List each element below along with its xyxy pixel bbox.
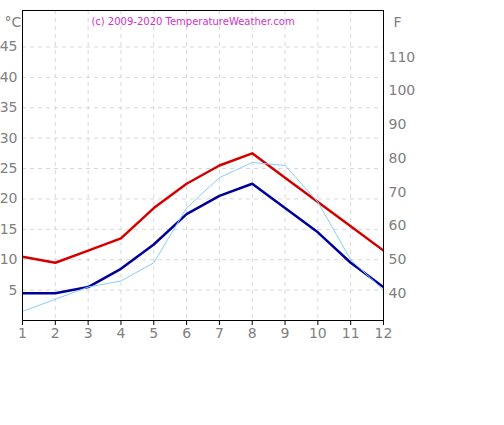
svg-text:40: 40 (0, 69, 18, 85)
svg-text:25: 25 (0, 160, 18, 176)
svg-text:6: 6 (182, 325, 191, 341)
svg-text:4: 4 (116, 325, 125, 341)
svg-text:20: 20 (0, 190, 18, 206)
svg-text:1: 1 (18, 325, 27, 341)
svg-text:40: 40 (389, 285, 407, 301)
svg-text:3: 3 (84, 325, 93, 341)
svg-text:30: 30 (0, 130, 18, 146)
svg-text:12: 12 (375, 325, 393, 341)
svg-text:70: 70 (389, 184, 407, 200)
svg-text:(c) 2009-2020 TemperatureWeath: (c) 2009-2020 TemperatureWeather.com (91, 16, 294, 27)
svg-text:11: 11 (342, 325, 360, 341)
svg-text:90: 90 (389, 116, 407, 132)
svg-text:5: 5 (149, 325, 158, 341)
svg-text:35: 35 (0, 99, 18, 115)
svg-text:9: 9 (281, 325, 290, 341)
svg-text:5: 5 (9, 282, 18, 298)
svg-text:2: 2 (51, 325, 60, 341)
svg-text:°C: °C (5, 14, 22, 30)
svg-text:F: F (394, 14, 402, 30)
svg-text:10: 10 (309, 325, 327, 341)
svg-text:8: 8 (248, 325, 257, 341)
svg-text:60: 60 (389, 217, 407, 233)
svg-text:45: 45 (0, 38, 18, 54)
svg-text:80: 80 (389, 150, 407, 166)
svg-text:100: 100 (389, 82, 416, 98)
svg-text:15: 15 (0, 221, 18, 237)
svg-text:110: 110 (389, 49, 416, 65)
svg-text:10: 10 (0, 251, 18, 267)
svg-text:7: 7 (215, 325, 224, 341)
svg-text:50: 50 (389, 251, 407, 267)
